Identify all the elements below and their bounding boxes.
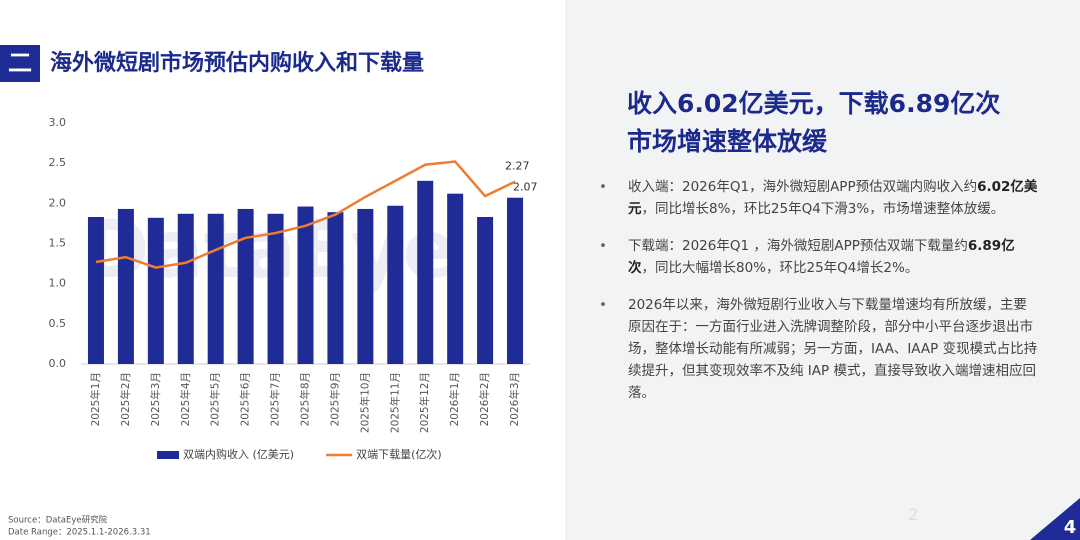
x-tick-label: 2025年9月 [328,372,341,426]
bullet: 下载端：2026年Q1 ，海外微短剧APP预估双端下载量约6.89亿次，同比大幅… [599,235,1038,279]
x-tick-label: 2025年1月 [89,372,102,426]
bar [267,213,284,364]
y-tick-label: 1.0 [49,277,67,290]
badge-box [0,45,40,82]
bullet-text: ，同比大幅增长80%，环比25年Q4增长2%。 [641,260,919,276]
bullet-text: 2026年以来，海外微短剧行业收入与下载量增速均有所放缓，主要原因在于：一方面行… [628,297,1038,401]
line [95,160,516,269]
x-tick-label: 2025年2月 [119,372,132,426]
y-tick-label: 0.5 [49,317,67,330]
x-tick-label: 2026年3月 [508,372,521,426]
title: 海外微短剧市场预估内购收入和下载量 [50,50,424,76]
bar [207,213,224,364]
x-tick-label: 2025年7月 [269,372,282,426]
x-tick-label: 2025年4月 [179,372,192,426]
badge: 二 [8,49,32,77]
legend-swatch [157,451,179,459]
source: Source：DataEye研究院 [8,515,108,526]
bullet-list: 收入端：2026年Q1，海外微短剧APP预估双端内购收入约6.02亿美元，同比增… [599,176,1038,419]
x-tick-label: 2025年12月 [418,372,431,433]
y-tick-label: 1.5 [49,237,67,250]
page-number: 4 [1064,517,1077,538]
bar [177,213,194,364]
x-tick-label: 2025年10月 [358,372,371,433]
data-label: 2.07 [513,181,538,194]
bullet-text: 下载端：2026年Q1 ，海外微短剧APP预估双端下载量约 [628,238,968,254]
headline: 市场增速整体放缓 [627,127,828,156]
x-tick-label: 2025年6月 [239,372,252,426]
x-tick-label: 2025年8月 [299,372,312,426]
bar [117,208,134,364]
x-tick-label: 2026年1月 [448,372,461,426]
x-tick-label: 2025年5月 [209,372,222,426]
headline: 收入6.02亿美元，下载6.89亿次 [627,89,1001,118]
legend-label: 双端内购收入 (亿美元) [183,447,294,461]
bar [327,212,344,364]
y-tick-label: 2.0 [49,196,67,209]
x-tick-label: 2026年2月 [478,372,491,426]
bar [507,197,524,364]
data-label: 2.27 [505,160,530,173]
bar [147,217,164,364]
bullet-highlight: 6.02亿美元 [628,179,1038,217]
faint-number: 2 [908,505,919,524]
bullet-text: ，同比增长8%，环比25年Q4下滑3%，市场增速整体放缓。 [641,201,1005,217]
chart: 二 海外微短剧市场预估内购收入和下载量 DataEye Source：DataE… [0,45,538,538]
bar [87,216,104,364]
source: Date Range：2025.1.1-2026.3.31 [8,528,151,538]
bar [417,180,434,364]
bullet-highlight: 6.89亿次 [628,238,1015,276]
bar [477,216,494,364]
bar [297,206,314,364]
bar [387,205,404,364]
bar [357,208,374,364]
y-tick-label: 2.5 [49,156,67,169]
bar [237,208,254,364]
bullet: 2026年以来，海外微短剧行业收入与下载量增速均有所放缓，主要原因在于：一方面行… [599,294,1038,404]
x-tick-label: 2025年11月 [388,372,401,433]
legend-label: 双端下载量(亿次) [356,447,442,461]
page-corner: 4 [1030,498,1080,540]
y-tick-label: 0.0 [49,357,67,370]
bullet: 收入端：2026年Q1，海外微短剧APP预估双端内购收入约6.02亿美元，同比增… [599,176,1038,220]
bullet-text: 收入端：2026年Q1，海外微短剧APP预估双端内购收入约 [628,179,978,195]
x-tick-label: 2025年3月 [149,372,162,426]
summary-panel: 收入6.02亿美元，下载6.89亿次 市场增速整体放缓 收入端：2026年Q1，… [565,0,1080,540]
y-tick-label: 3.0 [49,116,67,129]
bar [447,193,464,364]
